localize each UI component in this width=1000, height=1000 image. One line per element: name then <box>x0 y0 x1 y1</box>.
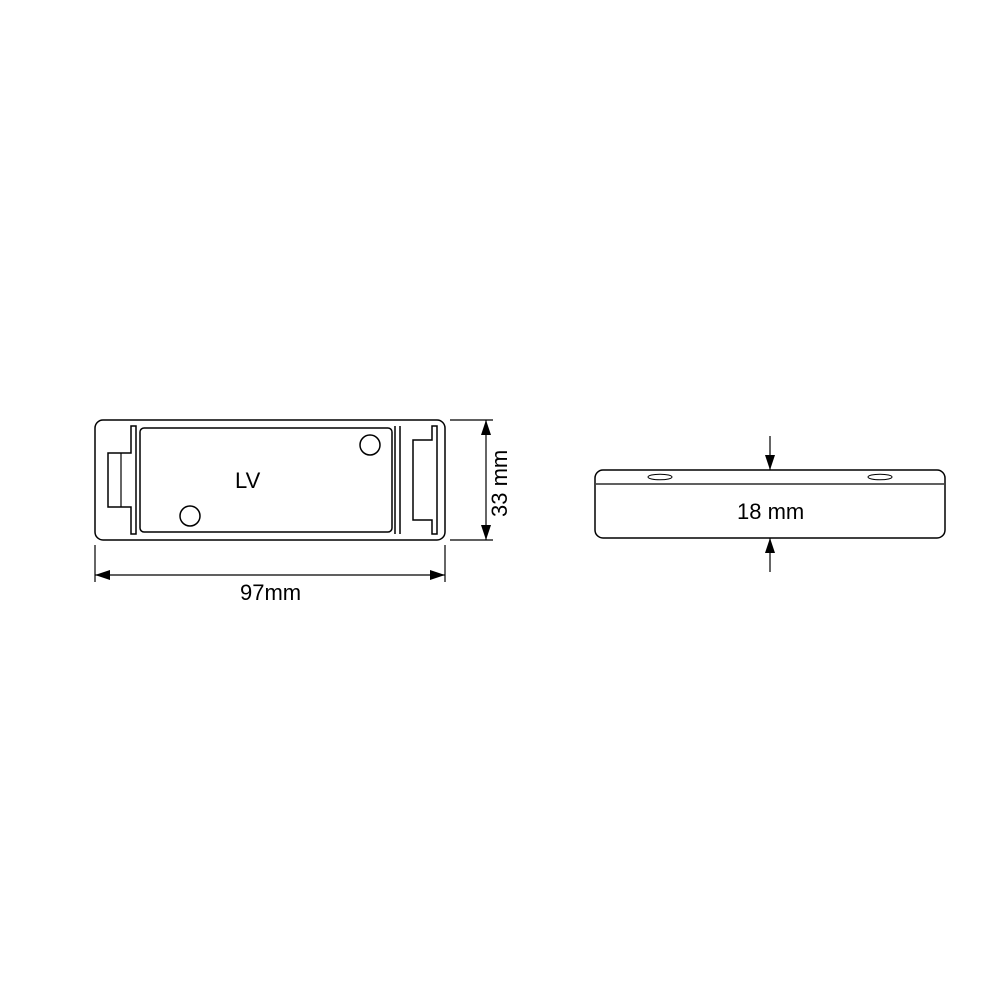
height-dim-label: 33 mm <box>487 450 512 517</box>
depth-dim-label: 18 mm <box>737 499 804 524</box>
technical-drawing: LV 97mm 33 mm 18 mm <box>0 0 1000 1000</box>
width-dim-label: 97mm <box>240 580 301 605</box>
side-view: 18 mm <box>595 436 945 572</box>
lv-label: LV <box>235 468 261 493</box>
top-view: LV 97mm 33 mm <box>95 420 512 605</box>
